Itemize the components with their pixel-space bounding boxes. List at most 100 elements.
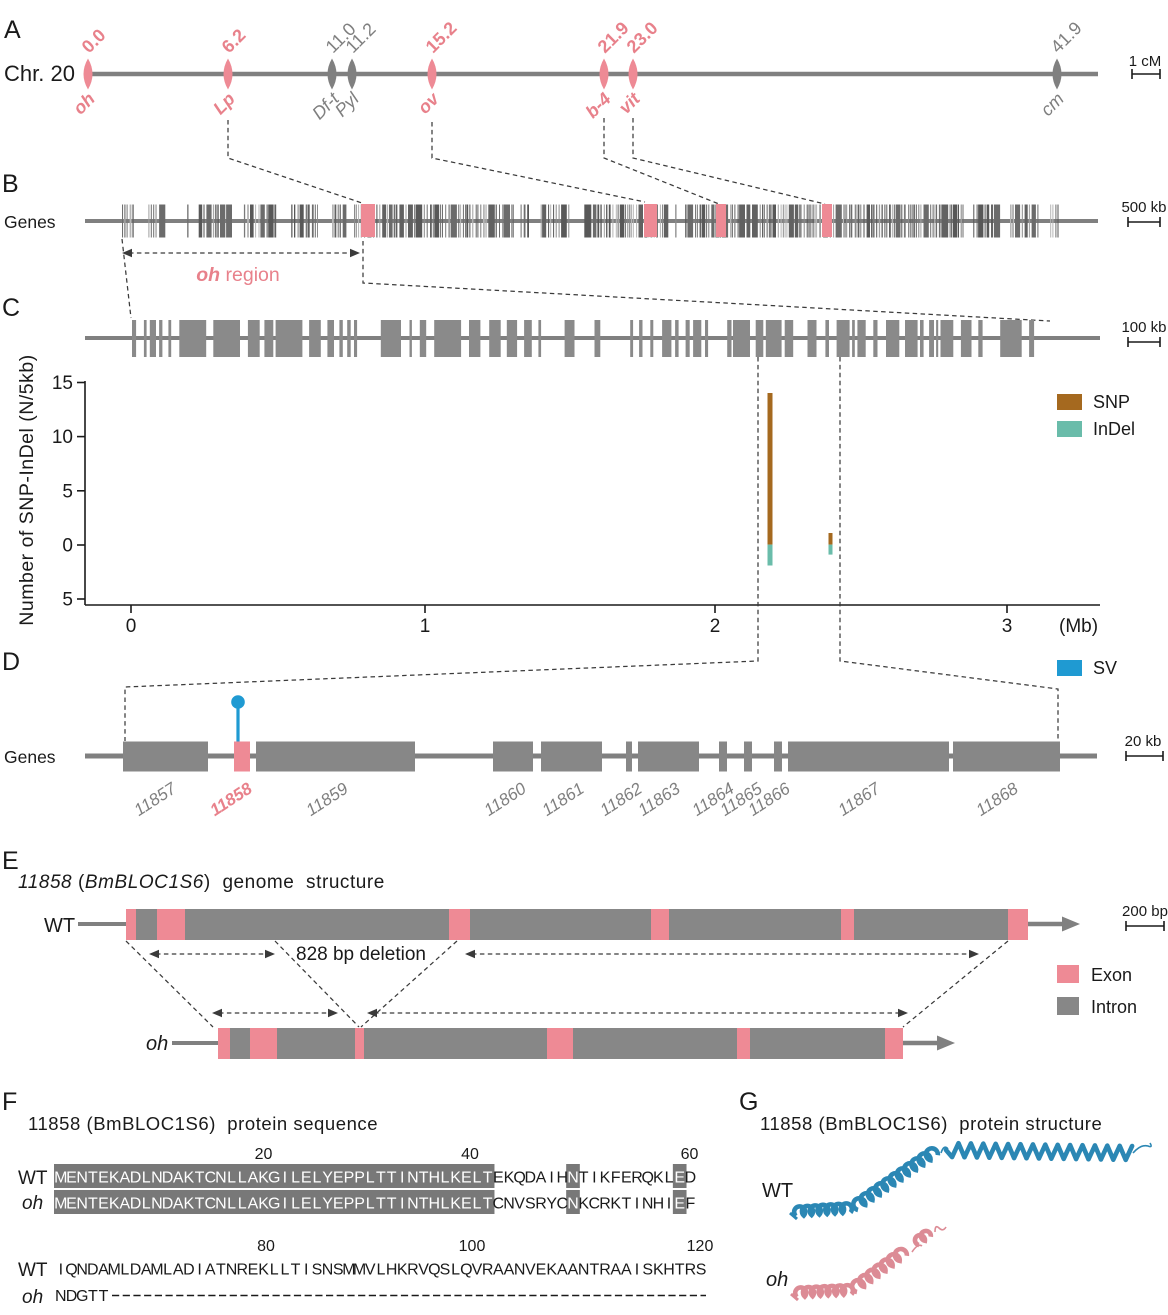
svg-text:Chr. 20: Chr. 20 bbox=[4, 61, 75, 86]
svg-text:P: P bbox=[354, 1170, 365, 1187]
svg-text:T: T bbox=[483, 1170, 493, 1187]
svg-text:I: I bbox=[635, 1196, 639, 1213]
svg-text:L: L bbox=[473, 1196, 482, 1213]
svg-text:H: H bbox=[386, 1262, 398, 1279]
svg-text:I: I bbox=[635, 1262, 639, 1279]
svg-text:M: M bbox=[108, 1262, 121, 1279]
svg-text:I: I bbox=[667, 1196, 671, 1213]
svg-text:I: I bbox=[592, 1170, 596, 1187]
svg-text:N: N bbox=[503, 1196, 515, 1213]
svg-text:InDel: InDel bbox=[1093, 419, 1135, 439]
svg-text:L: L bbox=[291, 1170, 300, 1187]
svg-text:100 kb: 100 kb bbox=[1121, 319, 1166, 336]
svg-text:M: M bbox=[54, 1170, 67, 1187]
svg-text:N: N bbox=[76, 1196, 88, 1213]
svg-text:T: T bbox=[216, 1262, 226, 1279]
svg-text:A: A bbox=[621, 1262, 632, 1279]
svg-text:K: K bbox=[258, 1170, 269, 1187]
svg-text:T: T bbox=[621, 1196, 631, 1213]
svg-text:N: N bbox=[407, 1196, 419, 1213]
svg-text:11858 (BmBLOC1S6) protein str: 11858 (BmBLOC1S6) protein structure bbox=[760, 1113, 1102, 1134]
svg-text:S: S bbox=[312, 1262, 323, 1279]
svg-text:D: D bbox=[162, 1170, 174, 1187]
svg-text:N: N bbox=[322, 1262, 334, 1279]
svg-text:I: I bbox=[400, 1170, 404, 1187]
svg-text:1 cM: 1 cM bbox=[1129, 53, 1162, 70]
svg-text:K: K bbox=[653, 1262, 664, 1279]
svg-text:Q: Q bbox=[641, 1170, 653, 1187]
svg-text:F: F bbox=[611, 1170, 621, 1187]
svg-text:K: K bbox=[546, 1262, 557, 1279]
svg-text:N: N bbox=[76, 1170, 88, 1187]
svg-text:D: D bbox=[130, 1262, 142, 1279]
svg-text:D: D bbox=[2, 648, 20, 676]
svg-text:3: 3 bbox=[1002, 616, 1013, 637]
svg-text:828 bp deletion: 828 bp deletion bbox=[296, 944, 426, 965]
svg-text:L: L bbox=[163, 1262, 172, 1279]
svg-text:N: N bbox=[578, 1262, 590, 1279]
svg-text:A: A bbox=[493, 1262, 504, 1279]
svg-text:11858 (BmBLOC1S6) protein seq: 11858 (BmBLOC1S6) protein sequence bbox=[28, 1113, 378, 1134]
svg-text:I: I bbox=[283, 1170, 287, 1187]
svg-text:L: L bbox=[238, 1196, 247, 1213]
svg-text:C: C bbox=[557, 1196, 569, 1213]
svg-text:E: E bbox=[461, 1196, 472, 1213]
svg-text:L: L bbox=[312, 1170, 321, 1187]
svg-text:40: 40 bbox=[461, 1146, 479, 1163]
svg-text:R: R bbox=[407, 1262, 419, 1279]
svg-text:A: A bbox=[610, 1262, 621, 1279]
svg-text:WT: WT bbox=[18, 1260, 48, 1281]
svg-text:R: R bbox=[599, 1196, 611, 1213]
svg-text:0: 0 bbox=[62, 536, 73, 557]
svg-text:V: V bbox=[418, 1262, 429, 1279]
svg-text:1: 1 bbox=[420, 616, 431, 637]
svg-text:L: L bbox=[120, 1262, 129, 1279]
svg-text:C: C bbox=[2, 294, 20, 322]
svg-text:D: D bbox=[130, 1170, 142, 1187]
svg-text:N: N bbox=[642, 1196, 654, 1213]
svg-text:A: A bbox=[120, 1196, 131, 1213]
svg-text:Y: Y bbox=[546, 1196, 557, 1213]
svg-text:A: A bbox=[4, 16, 21, 44]
svg-text:T: T bbox=[88, 1288, 98, 1305]
svg-text:Q: Q bbox=[460, 1262, 472, 1279]
svg-text:V: V bbox=[525, 1262, 536, 1279]
svg-text:A: A bbox=[173, 1262, 184, 1279]
svg-text:H: H bbox=[653, 1196, 665, 1213]
svg-text:T: T bbox=[387, 1196, 397, 1213]
svg-text:M: M bbox=[54, 1196, 67, 1213]
svg-text:SNP: SNP bbox=[1093, 392, 1130, 412]
svg-text:T: T bbox=[387, 1170, 397, 1187]
svg-text:Genes: Genes bbox=[4, 212, 56, 232]
svg-text:Exon: Exon bbox=[1091, 965, 1132, 985]
svg-text:K: K bbox=[397, 1262, 408, 1279]
svg-text:(Mb): (Mb) bbox=[1059, 616, 1098, 637]
svg-text:E: E bbox=[333, 1196, 344, 1213]
svg-text:N: N bbox=[215, 1170, 227, 1187]
svg-text:A: A bbox=[205, 1262, 216, 1279]
svg-text:Q: Q bbox=[428, 1262, 440, 1279]
svg-text:L: L bbox=[238, 1170, 247, 1187]
svg-text:I: I bbox=[197, 1262, 201, 1279]
svg-text:N: N bbox=[215, 1196, 227, 1213]
svg-text:K: K bbox=[578, 1196, 589, 1213]
svg-text:Genes: Genes bbox=[4, 747, 56, 767]
svg-text:T: T bbox=[376, 1196, 386, 1213]
svg-text:T: T bbox=[376, 1170, 386, 1187]
svg-text:T: T bbox=[419, 1170, 429, 1187]
svg-text:M: M bbox=[150, 1262, 163, 1279]
svg-text:P: P bbox=[344, 1170, 355, 1187]
svg-text:K: K bbox=[610, 1196, 621, 1213]
svg-text:E: E bbox=[98, 1170, 109, 1187]
svg-text:2: 2 bbox=[710, 616, 721, 637]
svg-text:E: E bbox=[98, 1196, 109, 1213]
svg-text:S: S bbox=[440, 1262, 451, 1279]
svg-text:E: E bbox=[674, 1170, 685, 1187]
svg-text:5: 5 bbox=[62, 481, 73, 502]
svg-text:60: 60 bbox=[681, 1146, 699, 1163]
svg-text:100: 100 bbox=[459, 1238, 486, 1255]
svg-text:E: E bbox=[66, 1170, 77, 1187]
svg-text:I: I bbox=[283, 1196, 287, 1213]
svg-text:L: L bbox=[376, 1262, 385, 1279]
svg-text:T: T bbox=[88, 1170, 98, 1187]
